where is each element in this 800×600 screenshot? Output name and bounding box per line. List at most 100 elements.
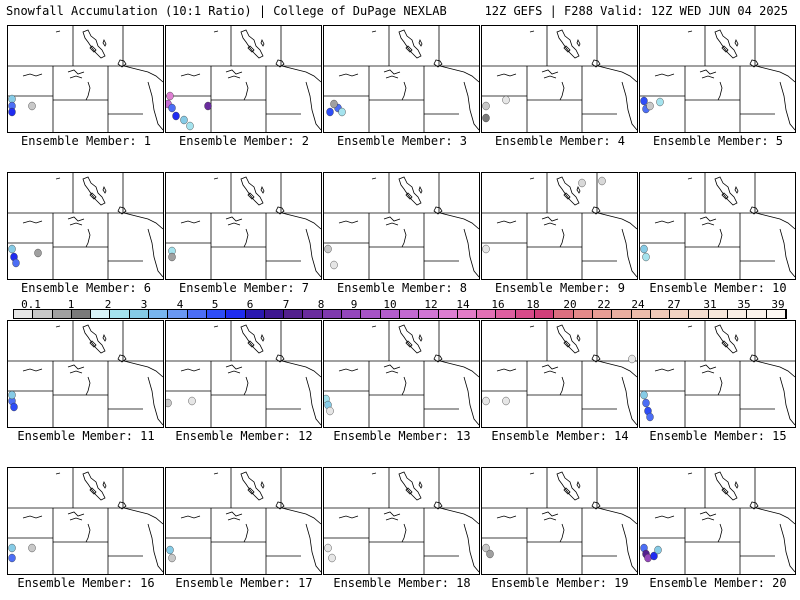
legend-color-swatch	[689, 310, 709, 318]
snowfall-blob	[646, 101, 654, 111]
ensemble-member-label: Ensemble Member: 15	[649, 429, 787, 443]
snowfall-blob	[486, 549, 494, 559]
legend-color-swatch	[187, 310, 207, 318]
legend-tick-label: 27	[667, 298, 681, 311]
snowfall-blob	[328, 553, 336, 563]
snowfall-blob	[168, 553, 176, 563]
legend-tick-label: 12	[424, 298, 438, 311]
basemap-svg	[324, 321, 479, 427]
snowfall-blob	[168, 252, 176, 262]
legend-color-swatch	[496, 310, 516, 318]
snowfall-blob	[166, 91, 174, 101]
legend-color-swatch	[322, 310, 343, 318]
ensemble-member-map-7	[165, 172, 322, 280]
snowfall-blob	[204, 101, 212, 111]
legend-tick-label: 20	[563, 298, 577, 311]
legend-color-swatch	[573, 310, 593, 318]
snowfall-blob	[502, 95, 510, 105]
legend-color-swatch	[284, 310, 304, 318]
snowfall-blob	[578, 178, 586, 188]
ensemble-member-map-17	[165, 467, 322, 575]
legend-tick-label: 6	[246, 298, 254, 311]
ensemble-member-map-1	[7, 25, 164, 133]
legend-color-swatch	[612, 310, 632, 318]
ensemble-member-label: Ensemble Member: 4	[494, 134, 626, 148]
ensemble-member-map-5	[639, 25, 796, 133]
snowfall-blob	[482, 113, 490, 123]
legend-color-swatch	[245, 310, 265, 318]
legend-color-swatch	[33, 310, 53, 318]
basemap-svg	[640, 321, 795, 427]
legend-color-swatch	[149, 310, 169, 318]
basemap-svg	[324, 26, 479, 132]
legend-tick-label: 0.1	[21, 298, 41, 311]
legend-color-swatch	[766, 310, 786, 318]
legend-tick-label: 9	[350, 298, 358, 311]
basemap-svg	[8, 173, 163, 279]
snowfall-blob	[10, 402, 18, 412]
snowfall-blob	[650, 551, 658, 561]
ensemble-member-label: Ensemble Member: 17	[175, 576, 313, 590]
snowfall-blob	[640, 244, 648, 254]
state-borders	[324, 26, 479, 132]
legend-color-swatch	[535, 310, 555, 318]
snowfall-blob	[12, 258, 20, 268]
model-run-info: 12Z GEFS | F288 Valid: 12Z WED JUN 04 20…	[484, 4, 788, 18]
legend-color-swatch	[206, 310, 227, 318]
snowfall-blob	[482, 543, 490, 553]
legend-color-swatch	[708, 310, 728, 318]
ensemble-member-label: Ensemble Member: 1	[20, 134, 152, 148]
legend-color-swatch	[342, 310, 362, 318]
legend-color-swatch	[91, 310, 111, 318]
legend-color-swatch	[670, 310, 690, 318]
ensemble-member-label: Ensemble Member: 6	[20, 281, 152, 295]
snowfall-blob	[482, 101, 490, 111]
state-borders	[8, 26, 163, 132]
state-borders	[166, 173, 321, 279]
snowfall-blob	[34, 248, 42, 258]
snowfall-blob	[326, 107, 334, 117]
state-borders	[8, 321, 163, 427]
state-borders	[482, 173, 637, 279]
legend-tick-label: 35	[737, 298, 751, 311]
legend-color-swatch	[592, 310, 613, 318]
ensemble-member-label: Ensemble Member: 14	[491, 429, 629, 443]
legend-tick-label: 10	[383, 298, 397, 311]
snowfall-blob	[326, 406, 334, 416]
legend-color-bar	[13, 309, 787, 319]
legend-tick-label: 3	[140, 298, 148, 311]
legend-tick-label: 16	[491, 298, 505, 311]
basemap-svg	[8, 321, 163, 427]
legend-tick-label: 5	[211, 298, 219, 311]
ensemble-member-label: Ensemble Member: 18	[333, 576, 471, 590]
snowfall-blob	[642, 252, 650, 262]
legend-color-swatch	[399, 310, 420, 318]
snowfall-blob	[330, 99, 338, 109]
snowfall-blob	[598, 176, 606, 186]
state-borders	[166, 468, 321, 574]
snowfall-blob	[28, 101, 36, 111]
ensemble-member-label: Ensemble Member: 13	[333, 429, 471, 443]
ensemble-member-map-15	[639, 320, 796, 428]
ensemble-member-map-9	[481, 172, 638, 280]
ensemble-member-map-19	[481, 467, 638, 575]
state-borders	[640, 173, 795, 279]
snowfall-blob	[8, 543, 16, 553]
snowfall-blob	[188, 396, 196, 406]
snowfall-blob	[482, 396, 490, 406]
legend-color-swatch	[14, 310, 34, 318]
legend-color-swatch	[71, 310, 92, 318]
ensemble-member-map-2	[165, 25, 322, 133]
legend-tick-label: 39	[771, 298, 785, 311]
ensemble-member-map-11	[7, 320, 164, 428]
ensemble-member-map-12	[165, 320, 322, 428]
legend-color-swatch	[438, 310, 458, 318]
legend-color-swatch	[380, 310, 400, 318]
state-borders	[324, 468, 479, 574]
legend-tick-label: 18	[526, 298, 540, 311]
ensemble-member-label: Ensemble Member: 5	[652, 134, 784, 148]
state-borders	[324, 321, 479, 427]
basemap-svg	[640, 173, 795, 279]
legend-color-swatch	[110, 310, 130, 318]
basemap-svg	[640, 468, 795, 574]
